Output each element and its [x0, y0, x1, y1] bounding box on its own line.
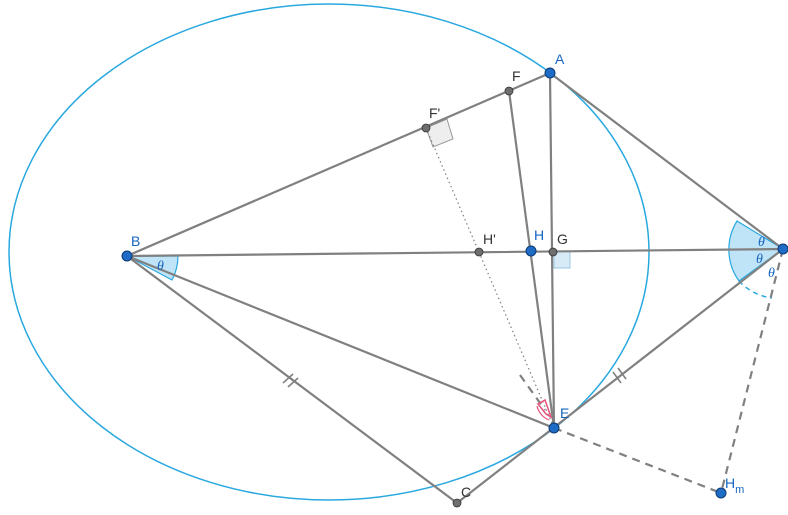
angle-marker-e-arc: [536, 405, 550, 421]
tick-marks-bc: [282, 373, 299, 388]
dashed-line-e-fragment: [519, 374, 546, 411]
label-g: G: [557, 231, 568, 247]
label-hm-sub: m: [735, 484, 744, 496]
segment-b-c: [125, 254, 459, 505]
dashed-line-e-hm: [553, 426, 722, 495]
point-f[interactable]: [504, 86, 514, 96]
theta-label-right-lower: θ: [756, 252, 763, 267]
segment-b-right: [125, 247, 785, 258]
label-e: E: [560, 405, 569, 421]
point-hprime[interactable]: [474, 247, 484, 257]
angle-arc-right-lower: [738, 280, 773, 299]
theta-label-b: θ: [157, 259, 164, 274]
label-fprime: F': [429, 105, 440, 121]
segment-b-e: [125, 254, 556, 430]
point-g[interactable]: [548, 247, 558, 257]
label-hm-main: H: [725, 475, 735, 491]
segment-b-a: [125, 71, 552, 258]
dashed-line-right-hm: [719, 248, 785, 494]
label-hm: Hm: [725, 475, 744, 496]
segment-a-right: [548, 71, 785, 251]
dotted-line-fprime-e: [425, 127, 555, 429]
ellipse: [8, 3, 650, 501]
point-b[interactable]: [121, 250, 133, 262]
angle-sector-right: [728, 220, 785, 282]
point-h[interactable]: [525, 245, 537, 257]
label-h: H: [534, 227, 544, 243]
theta-label-right-upper: θ: [758, 235, 765, 250]
angle-marker-e: [536, 398, 553, 419]
label-b: B: [131, 233, 140, 249]
segment-f-e: [507, 89, 556, 430]
tick-marks-e-right: [612, 367, 627, 384]
segment-c-right: [455, 247, 785, 505]
theta-label-right-outer: θ: [768, 266, 775, 281]
point-a[interactable]: [544, 67, 556, 79]
point-e[interactable]: [548, 422, 560, 434]
label-f: F: [512, 68, 521, 84]
label-hprime: H': [483, 231, 496, 247]
label-c: C: [461, 484, 471, 500]
label-a: A: [555, 51, 565, 67]
point-hm[interactable]: [715, 487, 727, 499]
point-right[interactable]: [777, 243, 788, 255]
point-c[interactable]: [452, 498, 462, 508]
right-angle-marker-fprime: [425, 118, 454, 148]
point-fprime[interactable]: [421, 123, 431, 133]
